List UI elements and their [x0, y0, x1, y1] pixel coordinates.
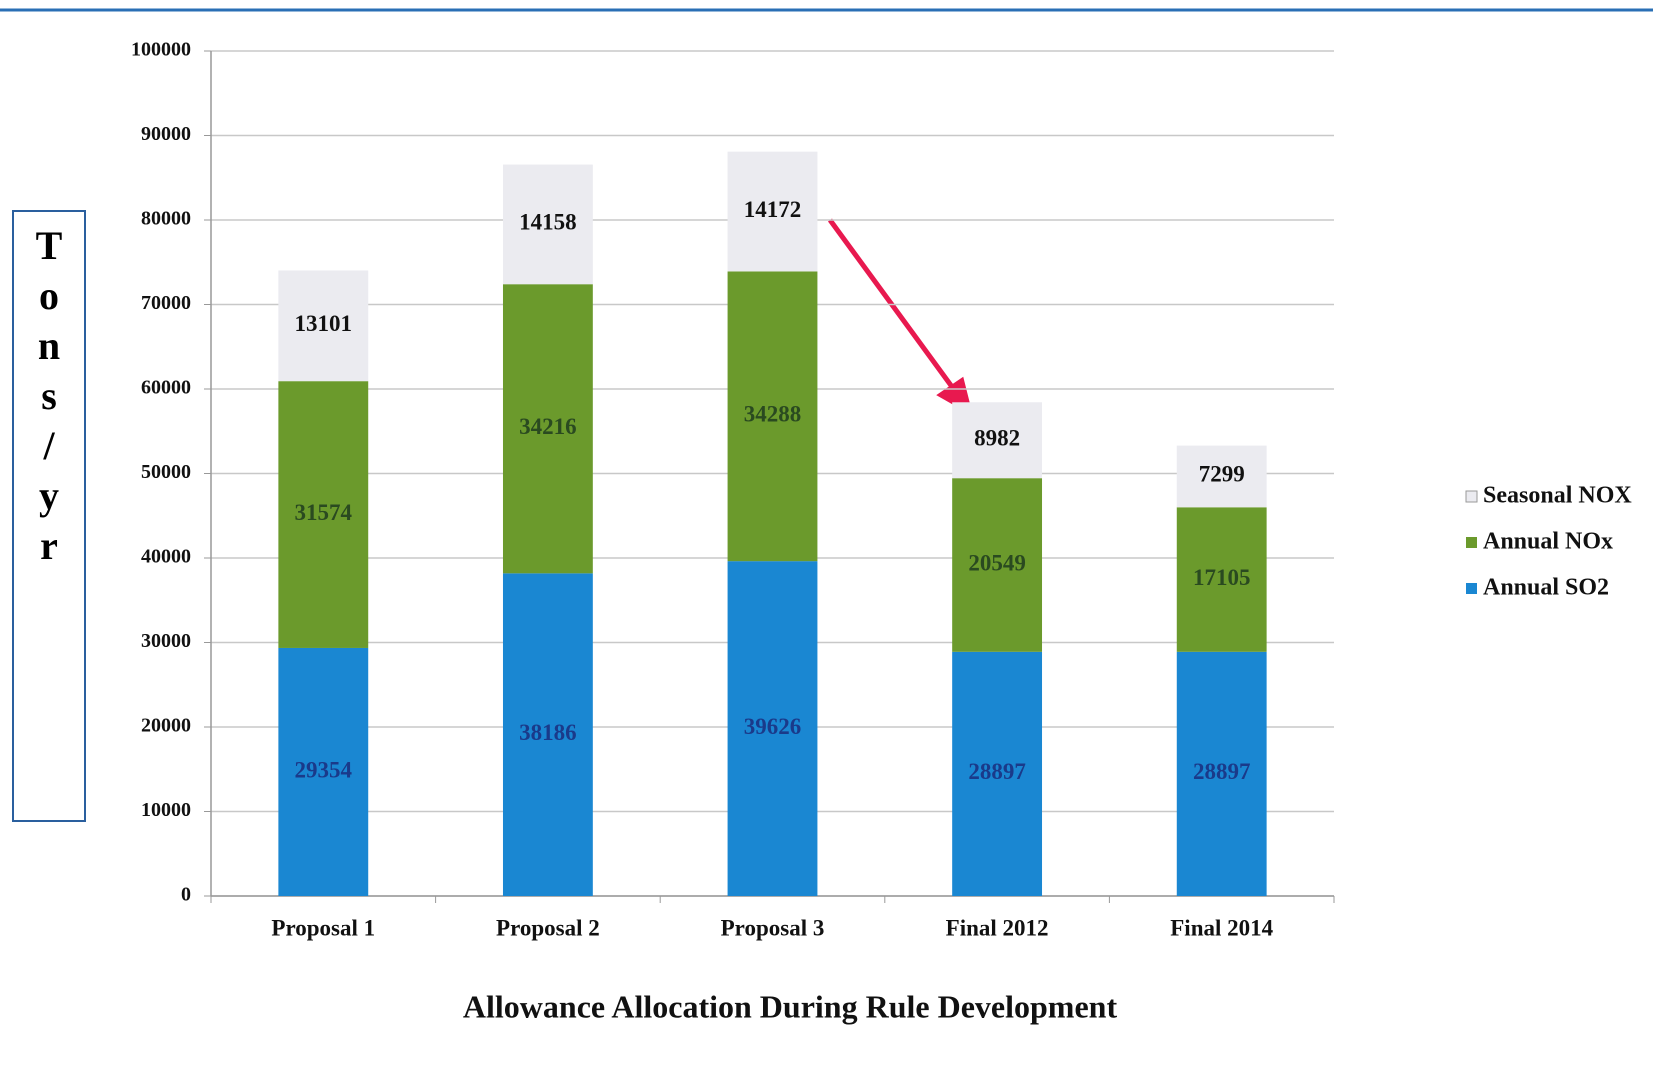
bar-segment — [952, 651, 1043, 896]
data-label: 14158 — [519, 210, 577, 235]
data-label: 17105 — [1193, 565, 1251, 590]
legend-label: Annual SO2 — [1483, 575, 1609, 601]
y-tick-label: 10000 — [141, 799, 191, 821]
legend-swatch — [1465, 490, 1478, 503]
y-tick-label: 70000 — [141, 292, 191, 314]
data-label: 28897 — [968, 759, 1026, 784]
x-tick-label: Proposal 3 — [721, 915, 825, 940]
bar-segment — [1176, 445, 1267, 508]
bar-segment — [727, 271, 818, 562]
bar-segment — [952, 478, 1043, 652]
annotation-arrow — [827, 218, 974, 417]
y-tick-label: 80000 — [141, 208, 191, 230]
y-tick-label: 30000 — [141, 630, 191, 652]
y-tick-label: 0 — [181, 884, 191, 906]
bar-segment — [502, 284, 593, 574]
bar-segment — [278, 270, 369, 382]
data-label: 34288 — [744, 402, 802, 427]
y-tick-label: 40000 — [141, 546, 191, 568]
data-label: 34216 — [519, 414, 577, 439]
legend-label: Annual NOx — [1483, 529, 1613, 555]
y-tick-label: 20000 — [141, 715, 191, 737]
data-label: 29354 — [295, 757, 353, 782]
data-label: 28897 — [1193, 759, 1251, 784]
bar-segment — [1176, 651, 1267, 896]
data-label: 39626 — [744, 714, 802, 739]
bar-segment — [502, 164, 593, 285]
legend-label: Seasonal NOX — [1483, 483, 1632, 509]
chart-title: Allowance Allocation During Rule Develop… — [463, 988, 1118, 1024]
data-label: 13101 — [295, 311, 353, 336]
y-tick-label: 50000 — [141, 461, 191, 483]
y-tick-label: 90000 — [141, 123, 191, 145]
data-label: 14172 — [744, 197, 802, 222]
x-tick-label: Final 2012 — [946, 915, 1049, 940]
bar-segment — [727, 561, 818, 896]
bar-segment — [278, 381, 369, 648]
legend-swatch — [1466, 537, 1477, 548]
bar-segment — [952, 402, 1043, 479]
data-label: 7299 — [1199, 462, 1245, 487]
bar-segment — [1176, 507, 1267, 652]
y-tick-label: 100000 — [131, 39, 191, 61]
bar-segment — [502, 573, 593, 896]
bar-segment — [727, 151, 818, 272]
x-tick-label: Proposal 2 — [496, 915, 600, 940]
data-label: 8982 — [974, 426, 1020, 451]
x-tick-label: Proposal 1 — [271, 915, 375, 940]
data-label: 20549 — [968, 550, 1026, 575]
y-label-box — [12, 210, 86, 822]
bar-segment — [278, 647, 369, 896]
data-label: 31574 — [295, 500, 353, 525]
legend-swatch — [1466, 583, 1477, 594]
data-label: 38186 — [519, 720, 577, 745]
y-tick-label: 60000 — [141, 377, 191, 399]
x-tick-label: Final 2014 — [1170, 915, 1273, 940]
